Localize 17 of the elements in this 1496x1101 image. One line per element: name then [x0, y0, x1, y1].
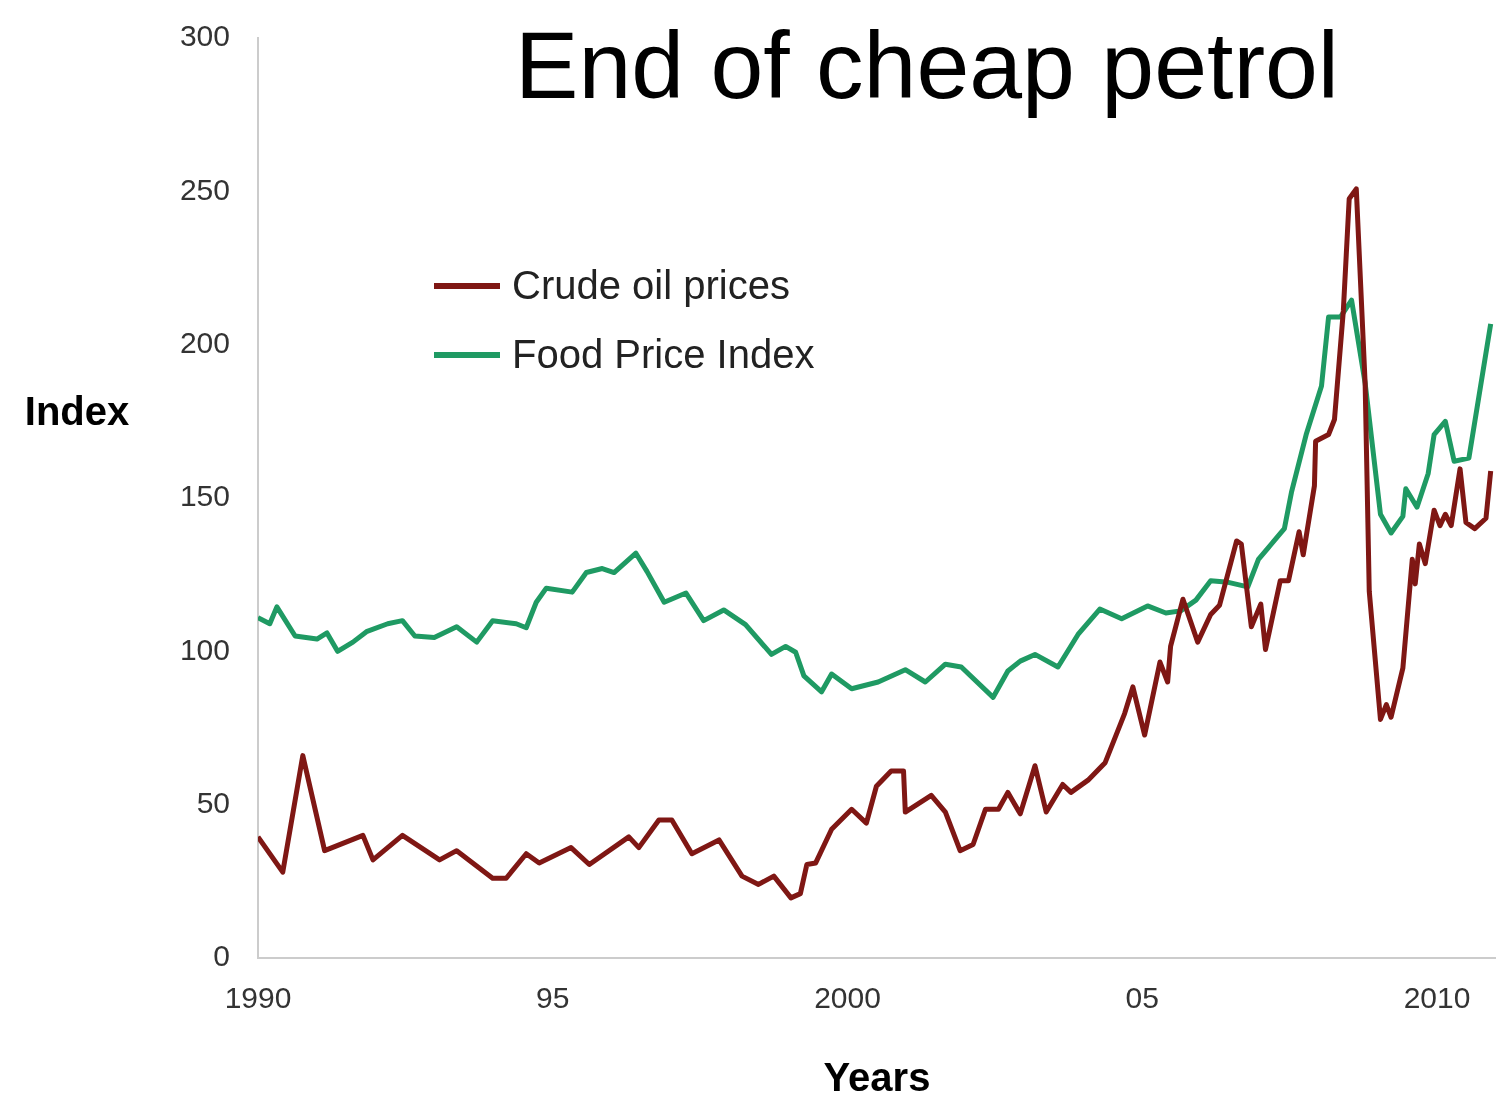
x-tick-label: 05 — [1125, 981, 1159, 1015]
x-tick-label: 2010 — [1403, 981, 1471, 1015]
x-tick-label: 95 — [536, 981, 570, 1015]
x-axis-title: Years — [823, 1055, 931, 1100]
x-tick-label: 2000 — [814, 981, 881, 1015]
y-tick-label: 200 — [179, 325, 230, 359]
y-tick-label: 250 — [179, 172, 230, 206]
y-tick-label: 100 — [179, 632, 230, 666]
x-tick-label: 1990 — [224, 981, 292, 1015]
y-axis-title: Index — [24, 389, 130, 434]
chart-title: End of cheap petrol — [515, 12, 1339, 119]
y-tick-label: 50 — [196, 785, 230, 819]
y-tick-label: 150 — [179, 479, 230, 513]
legend-label: Crude oil prices — [512, 263, 790, 308]
legend-label: Food Price Index — [512, 332, 815, 377]
y-tick-label: 300 — [179, 19, 230, 53]
y-tick-label: 0 — [213, 939, 230, 973]
